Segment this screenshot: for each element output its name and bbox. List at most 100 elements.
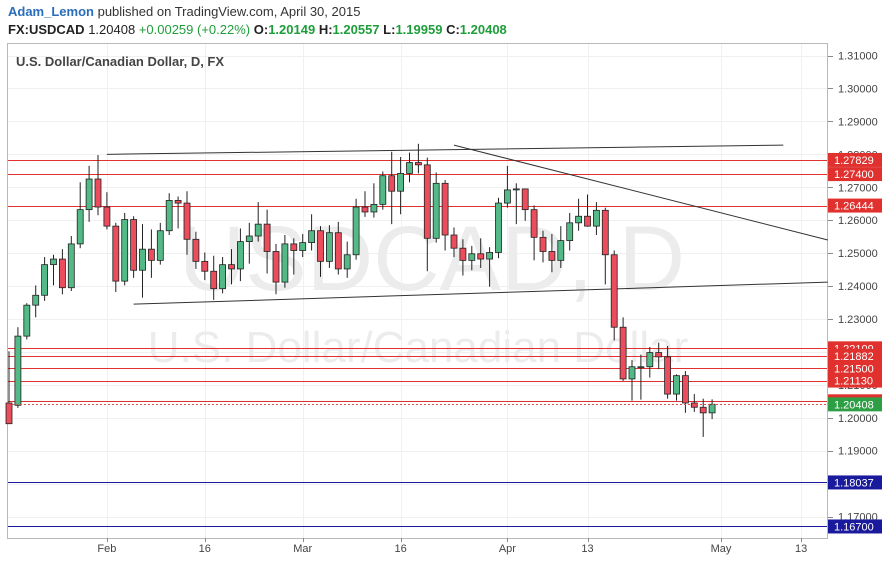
chart-title: U.S. Dollar/Canadian Dollar, D, FX — [16, 54, 224, 69]
candle — [646, 346, 654, 378]
candle-body-down — [682, 375, 689, 404]
candle-body-down — [103, 206, 111, 227]
candle — [76, 182, 84, 249]
candle — [414, 143, 422, 174]
candle — [299, 234, 307, 258]
candle-body-down — [174, 200, 182, 204]
candle-body-down — [601, 209, 609, 256]
candle-body-up — [76, 209, 84, 245]
candle — [548, 234, 556, 273]
price-change: +0.00259 (+0.22%) — [138, 22, 251, 37]
y-tick-label: 1.20000 — [838, 413, 878, 425]
candle — [147, 229, 155, 278]
candle-body-up — [139, 248, 146, 271]
candle-body-down — [423, 164, 431, 239]
trendline — [453, 144, 828, 241]
candle-body-up — [406, 162, 413, 174]
published-text: published on TradingView.com, April 30, … — [97, 4, 361, 19]
candle — [619, 317, 627, 381]
candle-body-up — [379, 175, 387, 205]
candle — [521, 188, 529, 221]
x-tick-label: 16 — [394, 543, 406, 555]
candle — [530, 205, 538, 261]
candle-body-down — [521, 188, 529, 211]
candles — [5, 143, 716, 437]
candle — [450, 227, 458, 258]
last-price-tag-bg — [828, 397, 882, 412]
candle — [343, 241, 351, 278]
candle — [139, 224, 146, 298]
grid-lines — [8, 44, 827, 538]
candle-body-up — [299, 242, 307, 251]
candle-body-up — [41, 264, 48, 296]
candle — [423, 157, 431, 272]
candle-body-down — [548, 251, 556, 261]
candle — [379, 171, 387, 210]
high-value: 1.20557 — [332, 22, 380, 37]
candle-body-up — [557, 240, 565, 261]
candle — [5, 351, 13, 425]
candle-body-down — [317, 230, 324, 262]
candle — [432, 172, 440, 243]
level-price-tag: 1.16700 — [834, 521, 874, 533]
level-price-tag: 1.18037 — [834, 477, 874, 489]
candle-body-up — [486, 252, 494, 260]
author-link[interactable]: Adam_Lemon — [8, 4, 94, 19]
candle — [486, 247, 494, 287]
candle — [477, 238, 485, 268]
candle-body-up — [165, 200, 173, 232]
close-value: 1.20408 — [459, 22, 507, 37]
candle-body-up — [325, 232, 333, 262]
candle-body-down — [477, 253, 485, 260]
candle — [397, 156, 405, 215]
y-tick-label: 1.19000 — [838, 446, 878, 458]
candle-body-up — [352, 206, 360, 256]
y-tick-label: 1.29000 — [838, 116, 878, 128]
candle — [575, 198, 582, 231]
candle — [219, 257, 227, 294]
candle-body-down — [414, 162, 422, 166]
watermark-symbol: USDCAD, D — [179, 208, 685, 310]
quote-summary: FX:USDCAD 1.20408 +0.00259 (+0.22%) O:1.… — [8, 22, 507, 37]
candle — [94, 154, 102, 216]
candle — [201, 252, 209, 281]
candle-body-up — [219, 264, 227, 290]
level-price-tag-bg — [828, 198, 882, 213]
candle-body-up — [646, 352, 654, 368]
candle — [103, 192, 111, 230]
publish-info: Adam_Lemon published on TradingView.com,… — [8, 4, 360, 19]
candle — [584, 194, 591, 227]
open-label: O: — [253, 22, 269, 37]
candle — [263, 209, 271, 274]
level-price-tag: 1.21882 — [834, 351, 874, 363]
trendlines — [106, 144, 828, 305]
candle-body-up — [32, 294, 40, 306]
candle-body-up — [85, 178, 93, 211]
level-price-tag-bg — [828, 475, 882, 490]
candle-body-up — [14, 335, 22, 406]
level-price-tag: 1.27829 — [834, 155, 874, 167]
candle-body-down — [272, 251, 280, 283]
price-axis[interactable]: 1.310001.300001.290001.280001.270001.260… — [828, 44, 889, 538]
candle — [85, 165, 93, 222]
candle-body-down — [94, 178, 102, 208]
candle-body-down — [334, 232, 342, 270]
candle-body-up — [254, 223, 262, 237]
candle-body-up — [708, 403, 716, 414]
candle — [628, 360, 636, 401]
candle — [361, 191, 369, 217]
candle-body-up — [503, 189, 511, 204]
candle — [610, 250, 618, 341]
high-label: H: — [318, 22, 333, 37]
candle-body-down — [664, 356, 671, 395]
candle — [272, 243, 280, 295]
candle — [50, 254, 57, 286]
price-tags: 1.278291.274001.264441.221091.218821.215… — [828, 152, 882, 534]
y-tick-label: 1.24000 — [838, 281, 878, 293]
candle-body-down — [183, 202, 191, 240]
y-tick-label: 1.26000 — [838, 215, 878, 227]
time-axis[interactable]: Feb 16 Mar 16 Apr 13 May 13 — [97, 538, 807, 555]
candlestick-chart[interactable]: USDCAD, D U.S. Dollar/Canadian Dollar U.… — [0, 42, 889, 566]
candle-body-up — [156, 230, 164, 261]
candle-body-down — [361, 206, 369, 213]
